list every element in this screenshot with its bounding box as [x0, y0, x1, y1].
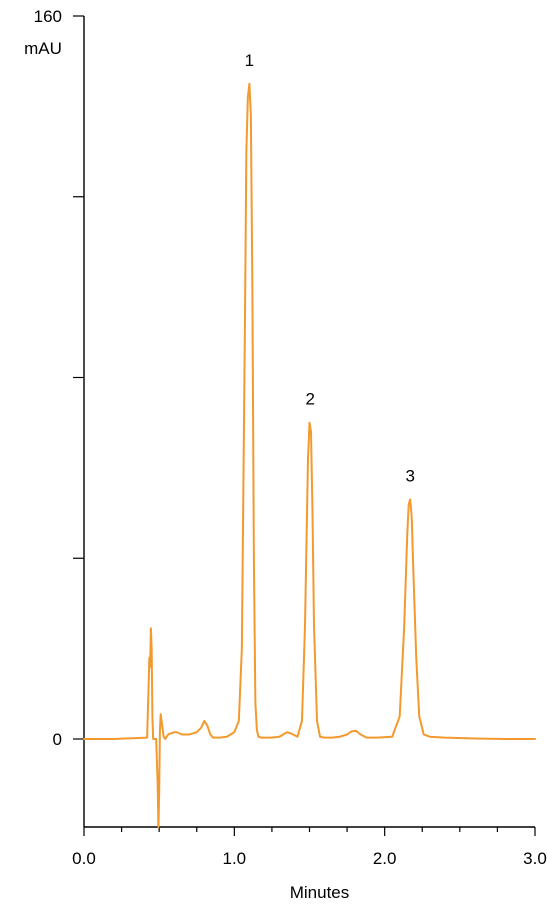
x-tick-label-1.0: 1.0	[223, 849, 247, 868]
x-axis-title: Minutes	[290, 883, 350, 902]
peak-label-3: 3	[405, 467, 414, 486]
peak-labels: 1 2 3	[245, 51, 415, 486]
x-axis-ticks: 0.0 1.0 2.0 3.0	[72, 827, 547, 868]
y-tick-label-160: 160	[34, 7, 62, 26]
x-tick-label-2.0: 2.0	[373, 849, 397, 868]
y-axis-unit-label: mAU	[24, 39, 62, 58]
peak-label-2: 2	[306, 390, 315, 409]
x-tick-label-0.0: 0.0	[72, 849, 96, 868]
x-tick-label-3.0: 3.0	[523, 849, 547, 868]
chromatogram-trace-line	[83, 82, 536, 829]
y-tick-label-0: 0	[53, 730, 62, 749]
peak-label-1: 1	[245, 51, 254, 70]
